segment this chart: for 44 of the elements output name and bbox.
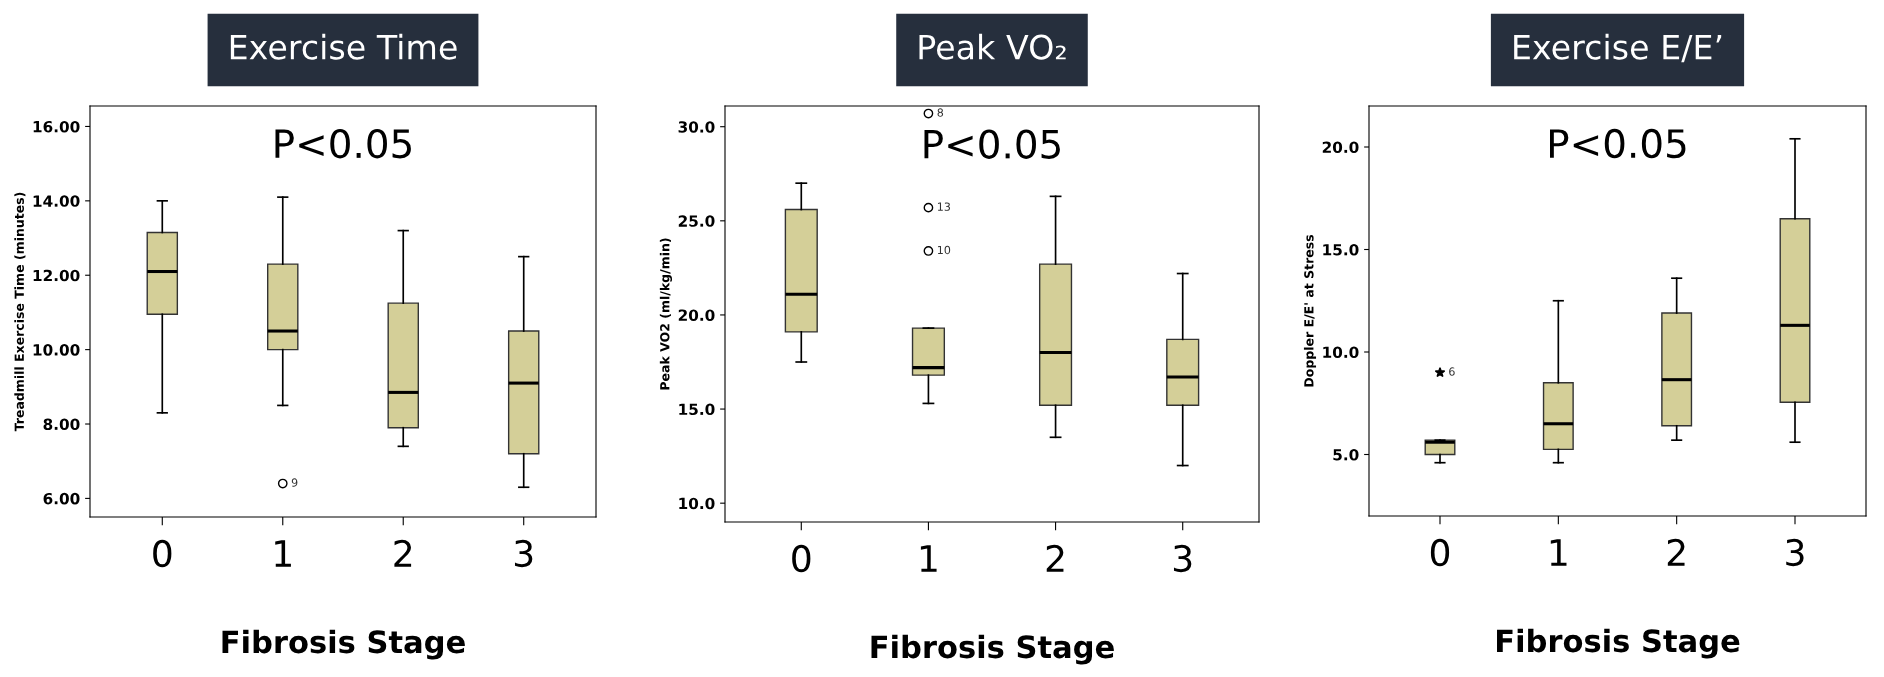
annotation: 9 [291,478,298,487]
y-tick-label: 10.0 [679,497,715,510]
y-tick-label: 16.00 [33,120,80,133]
x-tick-label: 3 [1173,544,1192,573]
y-tick-label: 15.0 [1323,243,1359,256]
annotation: P<0.05 [275,128,411,159]
y-tick-label: 14.00 [33,195,80,207]
y-tick-label: 25.0 [678,215,715,227]
chart-title: Exercise E/E’ [1514,33,1722,63]
x-tick-label: 1 [1550,539,1567,566]
x-tick-label: 3 [514,539,533,568]
x-tick-label: 1 [920,545,937,572]
x-tick-label: 0 [153,539,172,568]
x-tick-label: 3 [1786,538,1804,567]
y-tick-label: 20.0 [1322,141,1359,154]
chart-title: Peak VO₂ [919,33,1066,60]
x-tick-label: 2 [394,539,412,567]
y-tick-label: 5.0 [1333,448,1359,461]
annotation: 13 [937,202,951,211]
annotation: 6 [1449,367,1455,376]
chart-title: Exercise Time [230,33,457,60]
y-tick-label: 30.0 [678,121,715,133]
x-tick-label: 0 [792,544,811,573]
annotation: 10 [937,245,951,255]
x-tick-label: 1 [275,540,291,567]
y-tick-label: 12.00 [33,269,80,282]
annotation: 8 [937,108,944,117]
x-tick-label: 2 [1046,544,1064,572]
y-axis-title: Treadmill Exercise Time (minutes) [14,192,26,432]
x-axis-title: Fibrosis Stage [222,629,465,660]
y-tick-label: 6.00 [43,492,80,505]
y-tick-label: 20.0 [678,309,715,321]
y-axis-title: Peak VO2 (ml/kg/min) [659,238,673,390]
x-axis-title: Fibrosis Stage [871,634,1114,665]
annotation: P<0.05 [1550,128,1686,159]
x-tick-label: 0 [1430,538,1450,567]
y-tick-label: 10.00 [33,344,80,356]
x-tick-label: 2 [1667,538,1685,566]
y-tick-label: 15.0 [679,403,715,416]
x-axis-title: Fibrosis Stage [1497,628,1740,659]
annotation: P<0.05 [924,129,1060,159]
y-tick-label: 8.00 [43,418,80,431]
y-axis-title: Doppler E/E' at Stress [1303,234,1317,387]
y-tick-label: 10.0 [1323,346,1359,359]
